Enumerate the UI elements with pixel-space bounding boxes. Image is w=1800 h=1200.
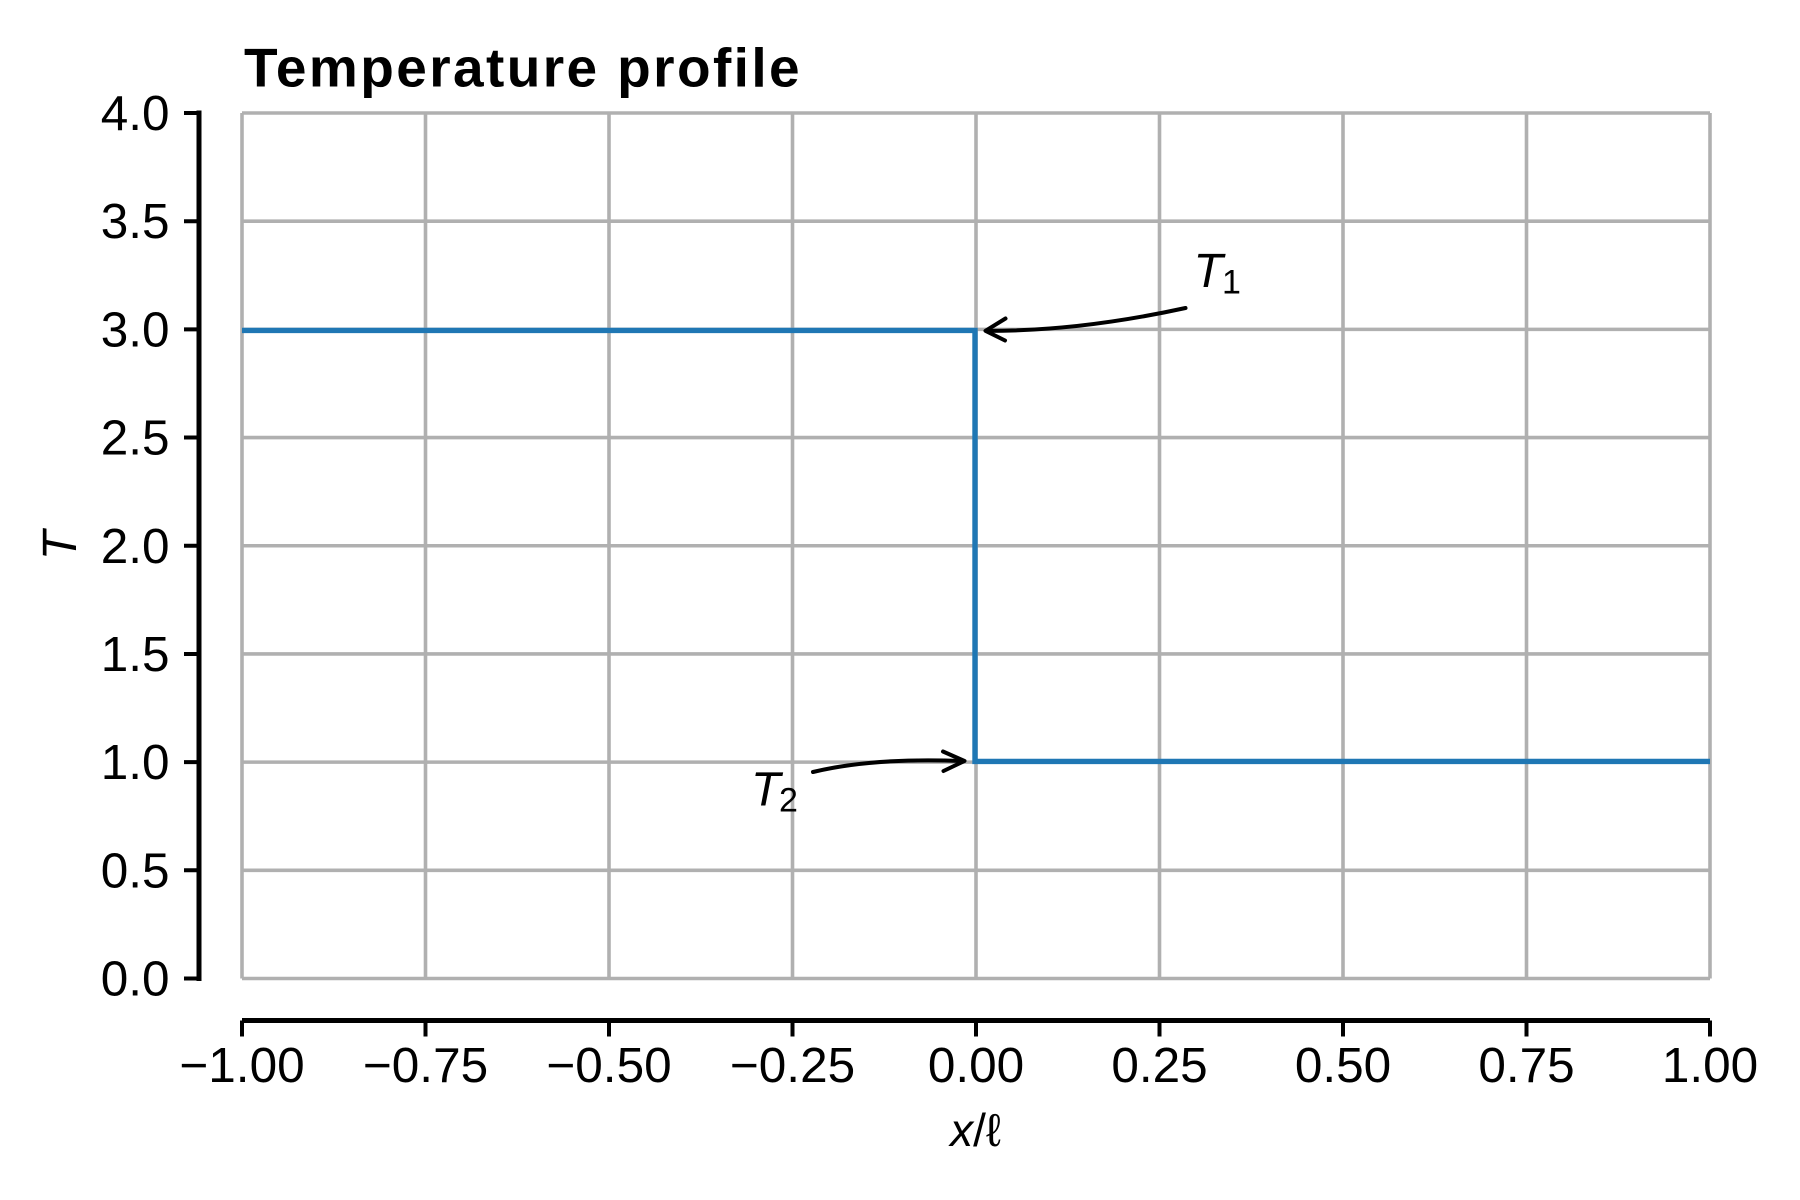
svg-text:0.25: 0.25	[1111, 1038, 1207, 1093]
svg-text:0.75: 0.75	[1478, 1038, 1574, 1093]
svg-text:0.50: 0.50	[1295, 1038, 1391, 1093]
svg-text:−0.75: −0.75	[363, 1038, 488, 1093]
svg-text:2: 2	[779, 782, 798, 820]
svg-text:T: T	[34, 527, 87, 560]
svg-text:−1.00: −1.00	[179, 1038, 304, 1093]
svg-text:1.0: 1.0	[101, 735, 170, 790]
svg-text:T: T	[751, 764, 784, 817]
svg-text:T: T	[1194, 245, 1227, 298]
svg-text:Temperature profile: Temperature profile	[244, 37, 802, 99]
svg-text:2.0: 2.0	[101, 519, 170, 574]
svg-text:1.00: 1.00	[1662, 1038, 1758, 1093]
svg-text:0.0: 0.0	[101, 952, 170, 1007]
svg-text:4.0: 4.0	[101, 86, 170, 141]
svg-text:x/ℓ: x/ℓ	[948, 1104, 1001, 1156]
svg-text:0.5: 0.5	[101, 843, 170, 898]
svg-text:1.5: 1.5	[101, 627, 170, 682]
svg-text:3.5: 3.5	[101, 194, 170, 249]
svg-text:3.0: 3.0	[101, 302, 170, 357]
svg-text:−0.25: −0.25	[730, 1038, 855, 1093]
svg-text:2.5: 2.5	[101, 411, 170, 466]
svg-text:1: 1	[1222, 264, 1241, 302]
svg-text:0.00: 0.00	[928, 1038, 1024, 1093]
svg-text:−0.50: −0.50	[546, 1038, 671, 1093]
